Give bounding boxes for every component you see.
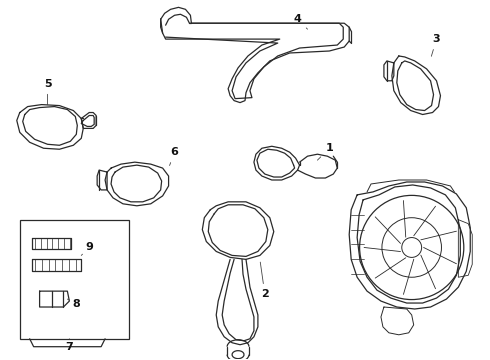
Text: 7: 7 [66,339,73,352]
Text: 1: 1 [318,143,333,160]
Bar [20,220,129,339]
Text: 6: 6 [170,147,178,166]
Text: 3: 3 [431,34,441,56]
Text: 2: 2 [260,262,269,299]
Text: 8: 8 [68,299,80,309]
Text: 5: 5 [44,79,51,105]
Text: 9: 9 [81,243,93,255]
Text: 4: 4 [294,14,308,29]
